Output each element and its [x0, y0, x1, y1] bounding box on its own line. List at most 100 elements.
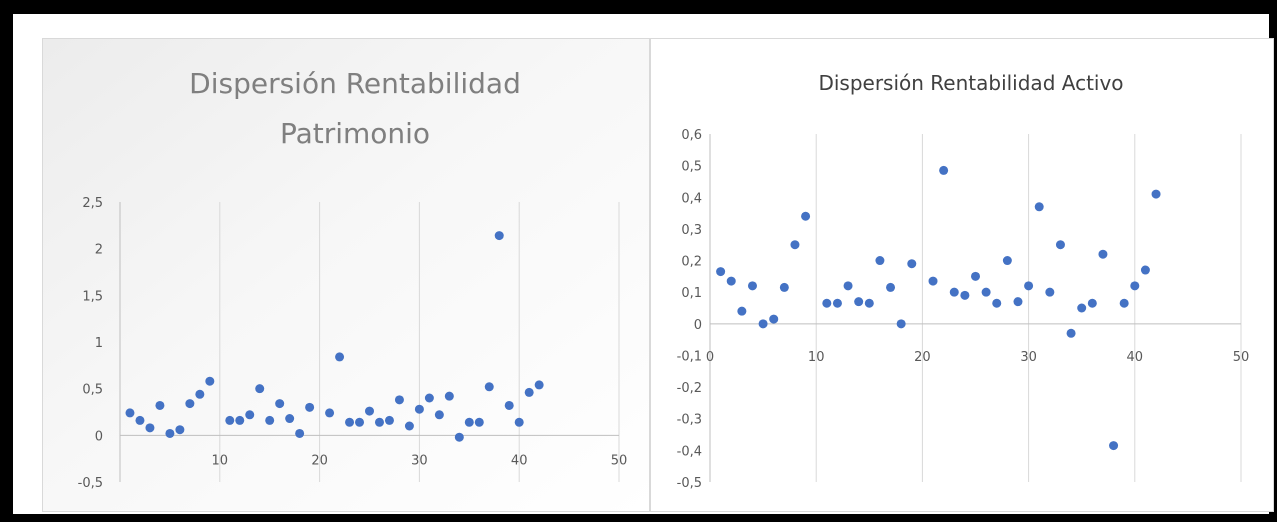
y-tick-label: -0,3 — [677, 413, 702, 428]
data-point — [285, 414, 295, 424]
data-point — [125, 408, 135, 418]
data-point — [1034, 202, 1044, 212]
data-point — [875, 256, 885, 266]
data-point — [245, 410, 255, 420]
data-point — [195, 389, 205, 399]
y-tick-label: 0 — [694, 318, 702, 333]
data-point — [394, 395, 404, 405]
y-tick-label: 0,1 — [681, 286, 702, 301]
data-point — [345, 417, 355, 427]
data-point — [145, 423, 155, 433]
data-point — [992, 298, 1002, 308]
data-point — [886, 282, 896, 292]
data-point — [928, 276, 938, 286]
data-point — [1140, 265, 1150, 275]
x-tick-label: 40 — [511, 453, 528, 468]
data-point — [832, 298, 842, 308]
y-tick-label: -0,4 — [677, 444, 702, 459]
data-point — [404, 421, 414, 431]
chart-title-line-2: Patrimonio — [280, 117, 430, 150]
data-point — [474, 417, 484, 427]
y-tick-label: 0,4 — [681, 191, 702, 206]
x-tick-label: 0 — [706, 350, 714, 365]
y-tick-label: 0,5 — [82, 383, 103, 398]
y-tick-label: 0,5 — [681, 160, 702, 175]
data-point — [325, 408, 335, 418]
data-point — [981, 287, 991, 297]
y-tick-label: -0,1 — [677, 349, 702, 364]
data-point — [907, 259, 917, 269]
data-point — [854, 297, 864, 307]
data-point — [514, 417, 524, 427]
data-point — [843, 281, 853, 291]
data-point — [822, 298, 832, 308]
data-point — [464, 417, 474, 427]
data-point — [135, 415, 145, 425]
data-point — [949, 287, 959, 297]
data-point — [275, 399, 285, 409]
data-point — [225, 415, 235, 425]
data-point — [1119, 298, 1129, 308]
x-tick-label: 30 — [1020, 350, 1037, 365]
y-tick-label: 0 — [95, 429, 103, 444]
data-point — [374, 417, 384, 427]
data-point — [1130, 281, 1140, 291]
data-point — [790, 240, 800, 250]
data-point — [165, 428, 175, 438]
y-tick-label: 0,6 — [681, 128, 702, 143]
x-tick-label: 40 — [1127, 350, 1144, 365]
x-tick-label: 20 — [914, 350, 931, 365]
data-point — [255, 384, 265, 394]
data-point — [265, 415, 275, 425]
y-tick-label: 0,2 — [681, 255, 702, 270]
data-point — [524, 387, 534, 397]
y-tick-label: 1 — [95, 336, 103, 351]
y-tick-label: -0,5 — [677, 476, 702, 491]
data-point — [384, 415, 394, 425]
data-point — [939, 165, 949, 175]
data-point — [864, 298, 874, 308]
x-tick-label: 10 — [212, 453, 229, 468]
y-tick-label: 2 — [95, 243, 103, 258]
data-point — [896, 319, 906, 329]
y-tick-label: -0,5 — [78, 476, 103, 491]
x-tick-label: 30 — [411, 453, 428, 468]
data-point — [1045, 287, 1055, 297]
data-point — [295, 428, 305, 438]
data-point — [1013, 297, 1023, 307]
data-point — [414, 404, 424, 414]
y-tick-label: 1,5 — [82, 289, 103, 304]
data-point — [175, 425, 185, 435]
data-point — [494, 231, 504, 241]
data-point — [484, 382, 494, 392]
data-point — [534, 380, 544, 390]
data-point — [1024, 281, 1034, 291]
y-tick-label: 0,3 — [681, 223, 702, 238]
chart-title: Dispersión Rentabilidad Activo — [818, 71, 1123, 95]
data-point — [185, 399, 195, 409]
data-point — [716, 267, 726, 277]
data-point — [971, 271, 980, 281]
data-point — [235, 415, 245, 425]
y-tick-label: 2,5 — [82, 196, 103, 211]
chart-panel-activo: Dispersión Rentabilidad Activo 0,6 0,5 0,4… — [650, 38, 1274, 512]
data-point — [737, 306, 747, 316]
data-point — [205, 376, 215, 386]
y-tick-label: -0,2 — [677, 381, 702, 396]
data-point — [355, 417, 365, 427]
data-point — [801, 211, 811, 221]
data-point — [1077, 303, 1087, 313]
chart-activo-svg: Dispersión Rentabilidad Activo 0,6 0,5 0,4… — [677, 71, 1250, 491]
data-point — [758, 319, 768, 329]
data-point — [1055, 240, 1065, 250]
x-tick-label: 50 — [1233, 350, 1250, 365]
chart-title-line-1: Dispersión Rentabilidad — [189, 67, 521, 100]
data-point — [434, 410, 444, 420]
data-point — [747, 281, 757, 291]
data-point — [1002, 256, 1012, 266]
data-point — [444, 391, 454, 401]
x-tick-label: 20 — [311, 453, 328, 468]
data-point — [1151, 189, 1161, 199]
data-point — [424, 393, 434, 403]
data-point — [1098, 249, 1108, 259]
